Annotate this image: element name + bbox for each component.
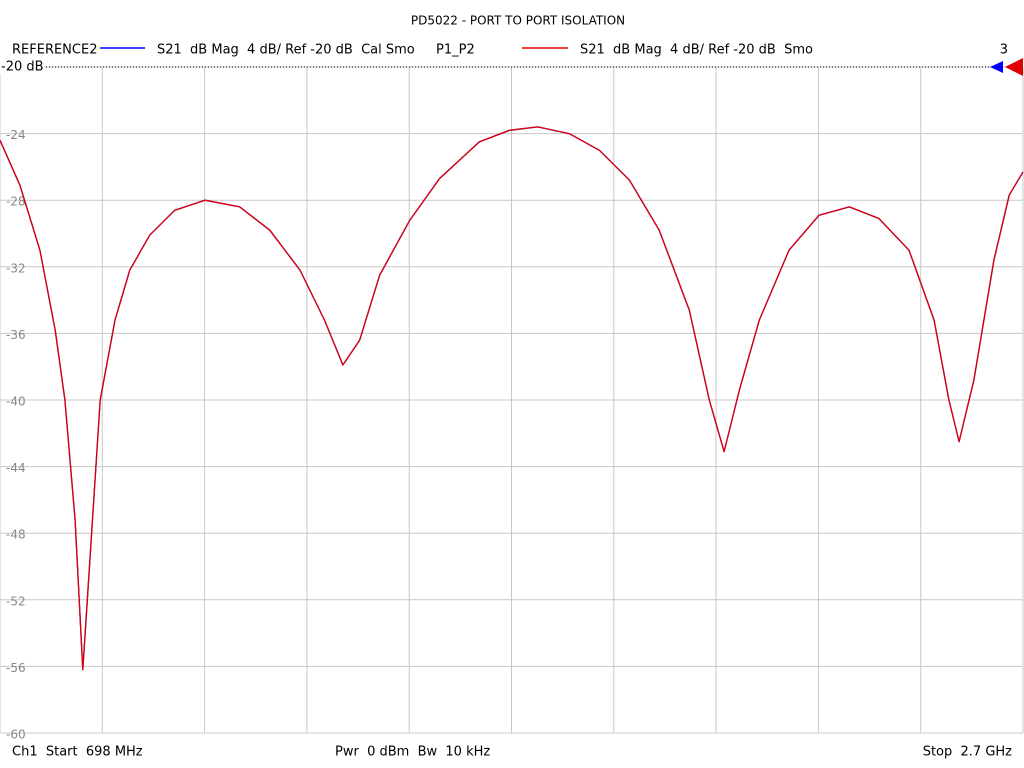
trace [0, 126, 1024, 671]
y-tick-label: -52 [6, 594, 26, 608]
footer-stop: Stop 2.7 GHz [923, 745, 1012, 760]
y-tick-label: -48 [6, 528, 26, 542]
chart-title: PD5022 - PORT TO PORT ISOLATION [411, 14, 625, 28]
footer-power: Pwr 0 dBm Bw 10 kHz [335, 745, 490, 760]
y-tick-label: -32 [6, 261, 26, 275]
reference-marker [990, 61, 1003, 73]
y-tick-label: -56 [6, 661, 26, 675]
legend-label: P1_P2 [436, 43, 475, 58]
legend-description: S21 dB Mag 4 dB/ Ref -20 dB Cal Smo [157, 43, 415, 58]
channel-number: 3 [1000, 43, 1008, 58]
y-tick-label: -36 [6, 328, 26, 342]
y-tick-label: -60 [6, 728, 26, 742]
reference-label: -20 dB [1, 60, 44, 75]
y-tick-label: -40 [6, 395, 26, 409]
reference-label-bg [0, 59, 44, 74]
legend-description: S21 dB Mag 4 dB/ Ref -20 dB Smo [580, 43, 813, 58]
legend-label: REFERENCE2 [12, 43, 97, 58]
y-tick-label: -44 [6, 461, 26, 475]
y-tick-label: -24 [6, 128, 26, 142]
reference-marker [1005, 58, 1023, 76]
y-tick-label: -28 [6, 195, 26, 209]
footer-start: Ch1 Start 698 MHz [12, 745, 143, 760]
